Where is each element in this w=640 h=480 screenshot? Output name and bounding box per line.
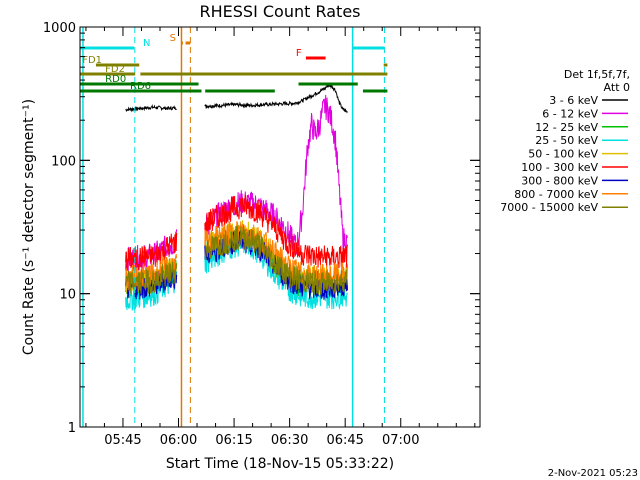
x-tick-label: 05:45	[104, 433, 141, 448]
x-tick-label: 06:45	[326, 433, 363, 448]
x-tick-label: 06:00	[160, 433, 197, 448]
y-tick-label: 10	[59, 288, 76, 303]
series-25-50-kev-segment-1	[125, 270, 178, 311]
flag-label-n: N	[143, 38, 150, 49]
series-group	[125, 83, 348, 311]
legend-header-line-1: Det 1f,5f,7f,	[564, 68, 630, 81]
plot-frame	[79, 26, 481, 428]
series-100-300-kev-segment-2	[204, 194, 348, 270]
legend-entry-label: 100 - 300 keV	[521, 161, 598, 174]
x-tick-label: 06:15	[215, 433, 252, 448]
legend-entry-label: 800 - 7000 keV	[514, 188, 598, 201]
flag-label-fd1: FD1	[82, 55, 102, 66]
footer-date: 2-Nov-2021 05:23	[548, 468, 638, 479]
x-axis: 05:45 06:00 06:15 06:30 06:45 07:00	[85, 27, 476, 448]
series-7000-15000-kev-segment-2	[204, 225, 348, 296]
x-tick-label: 07:00	[382, 433, 419, 448]
series-3-6-kev-segment-2	[204, 83, 348, 114]
flag-label-s: S	[170, 33, 176, 44]
legend-entry-label: 6 - 12 keV	[542, 107, 598, 120]
chart-title: RHESSI Count Rates	[200, 2, 361, 21]
legend-entry-label: 12 - 25 keV	[535, 121, 598, 134]
x-tick-label: 06:30	[271, 433, 308, 448]
y-tick-label: 100	[51, 154, 76, 169]
legend-entry-label: 50 - 100 keV	[528, 148, 598, 161]
y-tick-label: 1000	[43, 21, 76, 36]
series-7000-15000-kev-segment-1	[125, 261, 178, 295]
legend-entry-label: 3 - 6 keV	[549, 94, 598, 107]
flag-label-rd0: RD0	[105, 74, 126, 85]
series-3-6-kev-segment-1	[125, 104, 177, 113]
legend-entry-label: 300 - 800 keV	[521, 174, 598, 187]
series-800-7000-kev-segment-2	[204, 221, 348, 289]
flag-label-f: F	[296, 48, 302, 59]
legend-entry-label: 7000 - 15000 keV	[500, 201, 598, 214]
flag-label-fd2: FD2	[105, 64, 125, 75]
y-tick-label: 1	[68, 421, 76, 436]
series-100-300-kev-segment-1	[125, 231, 178, 271]
y-axis-label: Count Rate (s⁻¹ detector segment⁻¹)	[21, 99, 37, 355]
flag-label-rd6: RD6	[130, 81, 151, 92]
x-axis-label: Start Time (18-Nov-15 05:33:22)	[166, 456, 394, 472]
series-6-12-kev-segment-2	[204, 94, 348, 256]
y-axis: 1 10 100 1000	[43, 21, 480, 436]
legend-header-line-2: Att 0	[604, 81, 630, 94]
legend-entry-label: 25 - 50 keV	[535, 134, 598, 147]
